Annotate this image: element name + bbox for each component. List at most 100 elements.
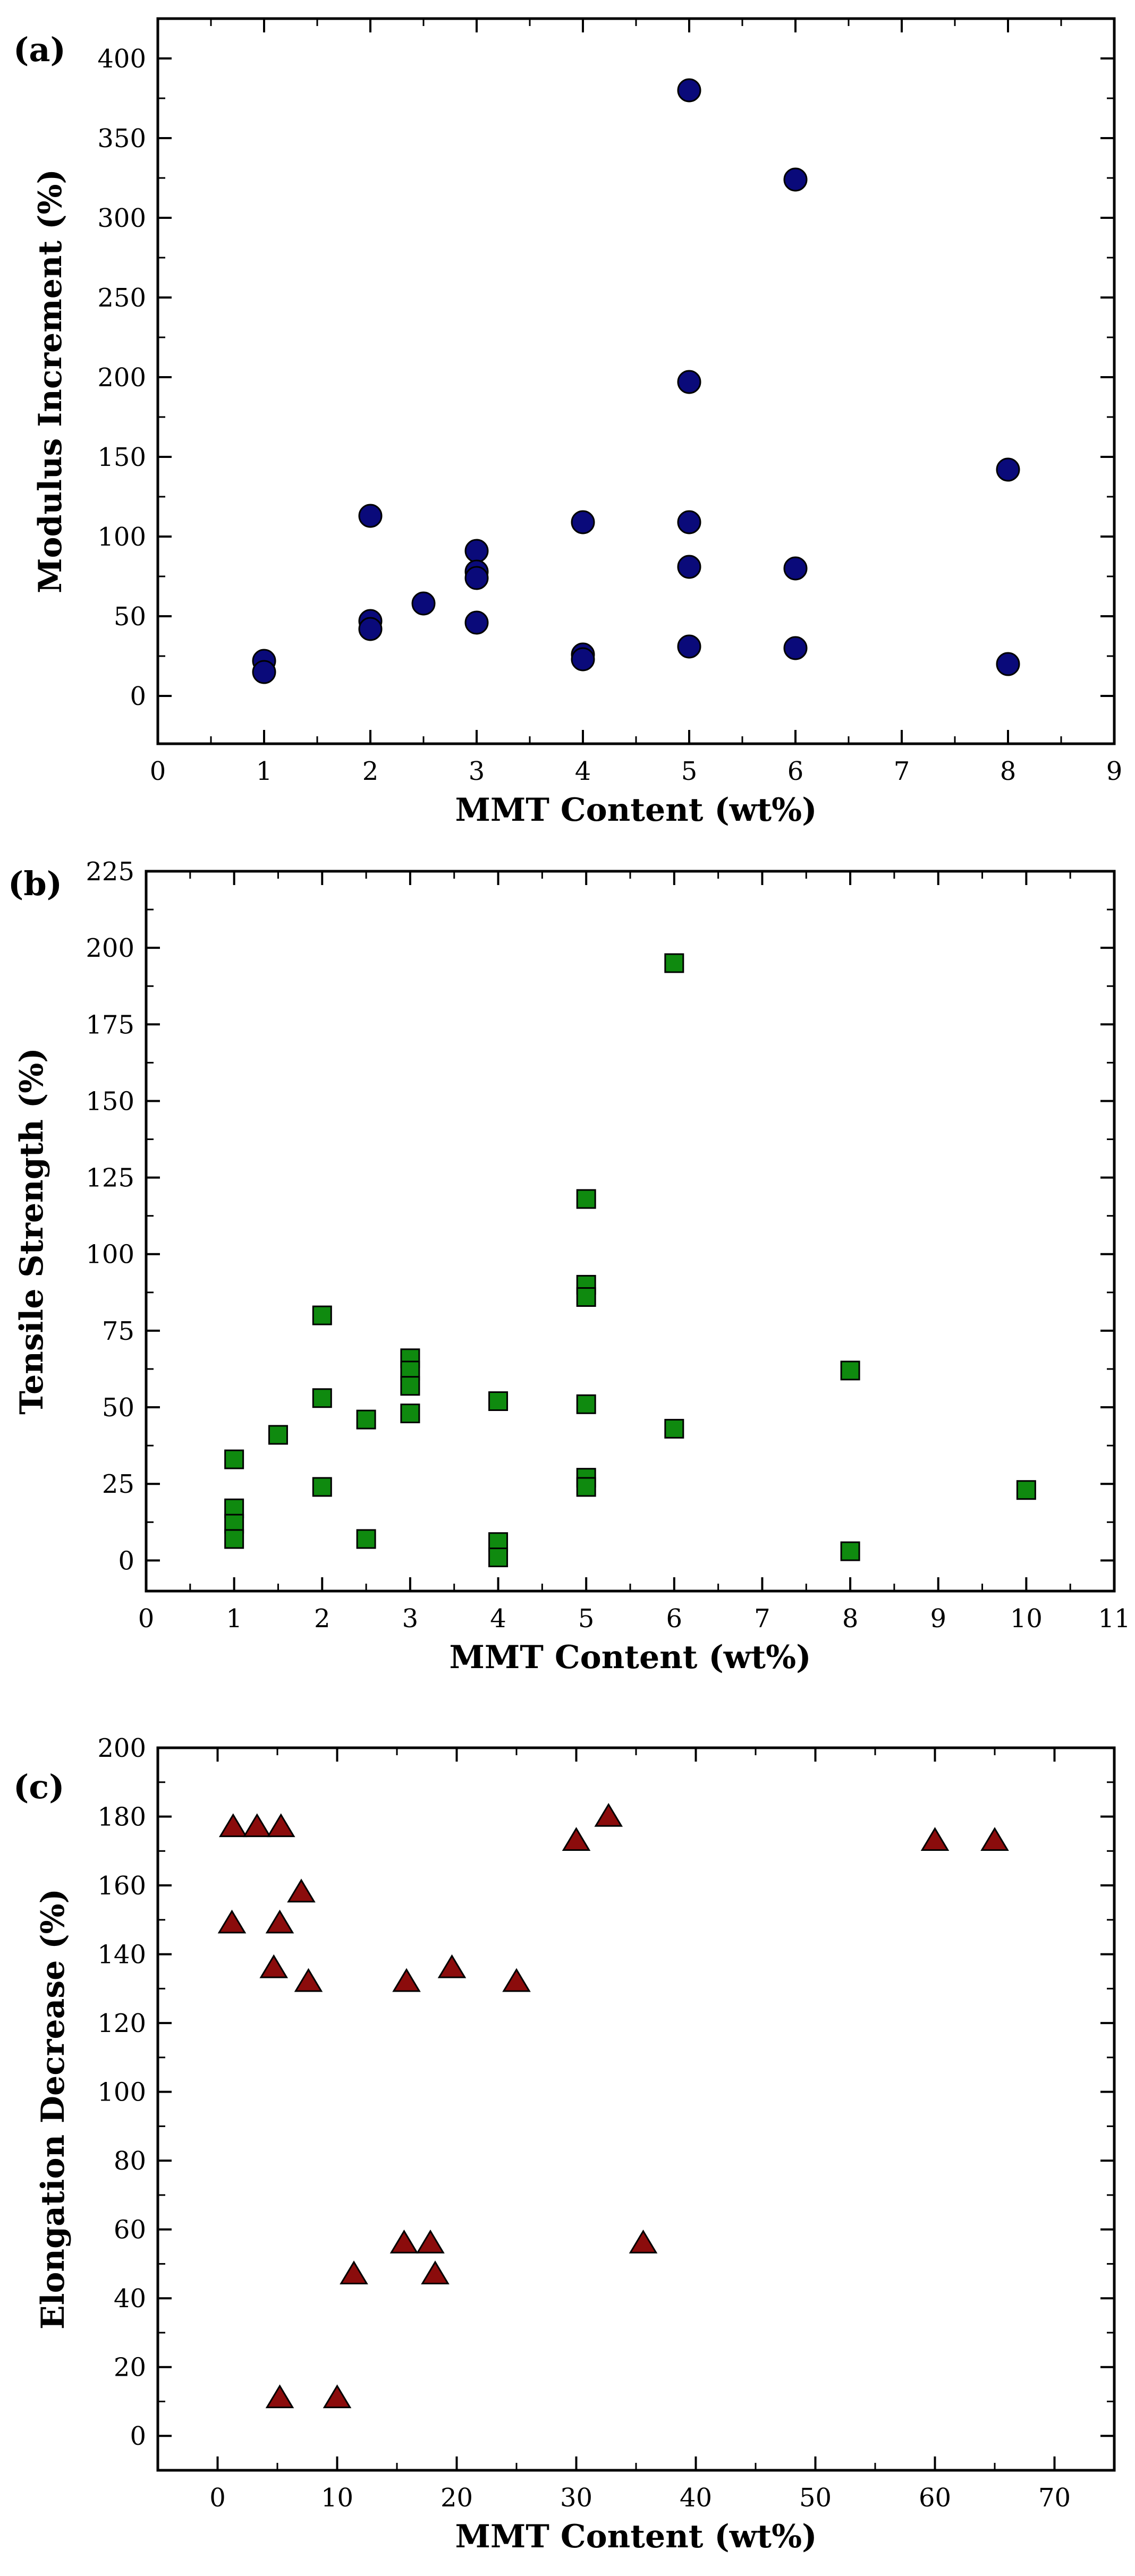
data-point <box>980 1827 1009 1851</box>
data-point <box>488 1548 509 1568</box>
x-tick-label: 6 <box>666 1604 683 1634</box>
x-tick-label: 10 <box>321 2483 353 2513</box>
data-point <box>312 1477 332 1497</box>
x-tick-label: 9 <box>1106 756 1123 786</box>
data-point <box>629 2229 658 2254</box>
data-point <box>677 634 701 659</box>
data-point <box>664 953 684 973</box>
data-point <box>356 1529 376 1549</box>
x-tick-label: 10 <box>1010 1604 1043 1634</box>
chart-panel-a: (a) 0 1 2 3 4 5 6 7 8 9 0 50 100 150 200 250 300 350 400 MMT… <box>13 17 1123 829</box>
y-tick-label: 20 <box>114 2353 146 2383</box>
plot-frame <box>145 870 1116 1593</box>
x-tick-label: 7 <box>894 756 910 786</box>
data-point <box>783 636 808 660</box>
data-point <box>920 1827 950 1851</box>
data-point <box>1016 1480 1036 1500</box>
x-tick-label: 4 <box>490 1604 506 1634</box>
data-point <box>677 78 701 103</box>
data-point <box>392 1968 421 1992</box>
data-point <box>323 2384 352 2409</box>
data-point <box>783 167 808 192</box>
data-point <box>400 1376 420 1396</box>
data-point <box>389 2229 419 2254</box>
data-point <box>464 610 489 635</box>
data-point <box>294 1968 323 1992</box>
y-tick-label: 150 <box>86 1086 134 1116</box>
y-tick-label: 100 <box>97 522 146 552</box>
x-tick-label: 0 <box>138 1604 155 1634</box>
chart-panel-b: (b) 0 1 2 3 4 5 6 7 8 9 10 11 0 25 50 75 100 125 150 175 200 2… <box>8 857 1131 1676</box>
data-point <box>576 1477 596 1497</box>
data-point <box>416 2229 445 2254</box>
data-point <box>996 652 1020 676</box>
x-tick-label: 2 <box>362 756 379 786</box>
y-tick-label: 225 <box>86 857 134 887</box>
data-point <box>677 510 701 534</box>
panel-label: (c) <box>13 1767 64 1806</box>
data-point <box>502 1968 531 1992</box>
y-tick-label: 50 <box>102 1393 134 1423</box>
data-point <box>664 1418 684 1439</box>
data-point <box>996 457 1020 482</box>
data-point <box>840 1541 860 1561</box>
x-tick-label: 6 <box>787 756 804 786</box>
x-tick-label: 1 <box>226 1604 242 1634</box>
data-point <box>576 1394 596 1414</box>
x-tick-label: 60 <box>919 2483 951 2513</box>
y-tick-label: 160 <box>97 1871 146 1901</box>
x-tick-label: 2 <box>314 1604 331 1634</box>
x-tick-label: 40 <box>680 2483 712 2513</box>
y-tick-label: 50 <box>114 602 146 632</box>
data-point <box>571 647 595 671</box>
x-tick-label: 70 <box>1038 2483 1071 2513</box>
y-tick-label: 0 <box>130 2421 146 2451</box>
y-tick-label: 0 <box>130 682 146 711</box>
plot-frame <box>156 1746 1116 2472</box>
x-tick-label: 30 <box>560 2483 592 2513</box>
y-tick-label: 120 <box>97 2009 146 2038</box>
y-tick-label: 150 <box>97 443 146 472</box>
data-point <box>576 1189 596 1209</box>
y-tick-label: 60 <box>114 2215 146 2245</box>
data-point <box>358 617 383 641</box>
y-tick-label: 250 <box>97 283 146 313</box>
y-axis-title: Modulus Increment (%) <box>32 169 69 593</box>
y-tick-label: 140 <box>97 1940 146 1970</box>
y-tick-label: 175 <box>86 1010 134 1040</box>
chart-panel-c: (c) 0 10 20 30 40 50 60 70 0 20 40 60 80 100 120 140 160 1… <box>13 1733 1116 2555</box>
y-tick-label: 300 <box>97 203 146 233</box>
data-point <box>840 1361 860 1381</box>
data-point <box>488 1391 509 1412</box>
x-tick-label: 8 <box>1000 756 1017 786</box>
x-axis-title: MMT Content (wt%) <box>455 2518 817 2555</box>
y-tick-label: 75 <box>102 1316 134 1346</box>
data-point <box>437 1954 467 1978</box>
data-point <box>259 1954 289 1978</box>
y-tick-label: 25 <box>102 1469 134 1499</box>
x-tick-label: 0 <box>209 2483 226 2513</box>
y-tick-label: 200 <box>86 933 134 963</box>
data-point <box>421 2260 450 2284</box>
x-tick-label: 9 <box>930 1604 946 1634</box>
data-point <box>268 1425 288 1445</box>
y-axis-title: Elongation Decrease (%) <box>35 1889 72 2330</box>
data-point <box>464 539 489 563</box>
plot-frame <box>156 17 1116 745</box>
panel-label: (a) <box>13 30 66 69</box>
y-tick-label: 0 <box>118 1546 134 1576</box>
x-tick-label: 5 <box>681 756 698 786</box>
data-point <box>242 1813 272 1838</box>
x-tick-label: 4 <box>575 756 591 786</box>
data-point <box>571 510 595 534</box>
data-point <box>266 1813 295 1838</box>
data-point <box>562 1827 591 1851</box>
y-axis-title: Tensile Strength (%) <box>13 1048 50 1414</box>
data-point <box>287 1878 316 1903</box>
x-axis-title: MMT Content (wt%) <box>455 792 817 829</box>
data-point <box>677 370 701 394</box>
data-point <box>400 1404 420 1424</box>
data-point <box>217 1909 247 1934</box>
y-tick-label: 100 <box>97 2078 146 2107</box>
y-tick-label: 200 <box>97 363 146 393</box>
